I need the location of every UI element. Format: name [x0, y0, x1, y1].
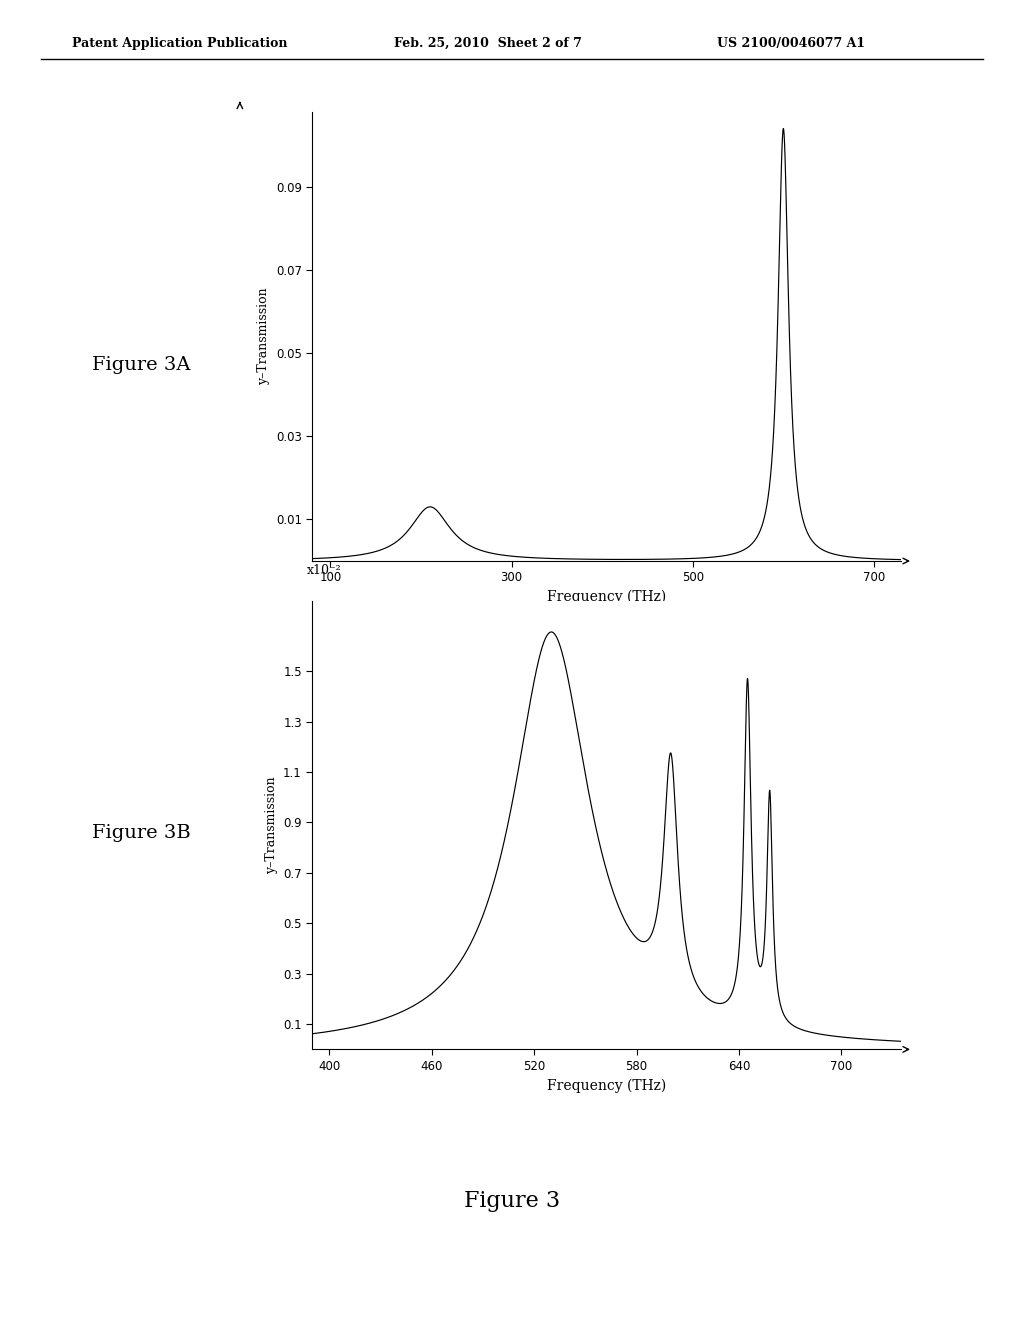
Text: Patent Application Publication: Patent Application Publication [72, 37, 287, 50]
Text: Feb. 25, 2010  Sheet 2 of 7: Feb. 25, 2010 Sheet 2 of 7 [394, 37, 582, 50]
X-axis label: Frequency (THz): Frequency (THz) [547, 590, 667, 605]
Text: Figure 3: Figure 3 [464, 1191, 560, 1212]
Text: Figure 3B: Figure 3B [92, 824, 190, 842]
Y-axis label: y–Transmission: y–Transmission [264, 776, 278, 874]
Text: US 2100/0046077 A1: US 2100/0046077 A1 [717, 37, 865, 50]
Text: x10⁻²: x10⁻² [306, 564, 341, 577]
Text: Figure 3A: Figure 3A [92, 355, 190, 374]
Y-axis label: y–Transmission: y–Transmission [257, 288, 270, 385]
X-axis label: Frequency (THz): Frequency (THz) [547, 1078, 667, 1093]
